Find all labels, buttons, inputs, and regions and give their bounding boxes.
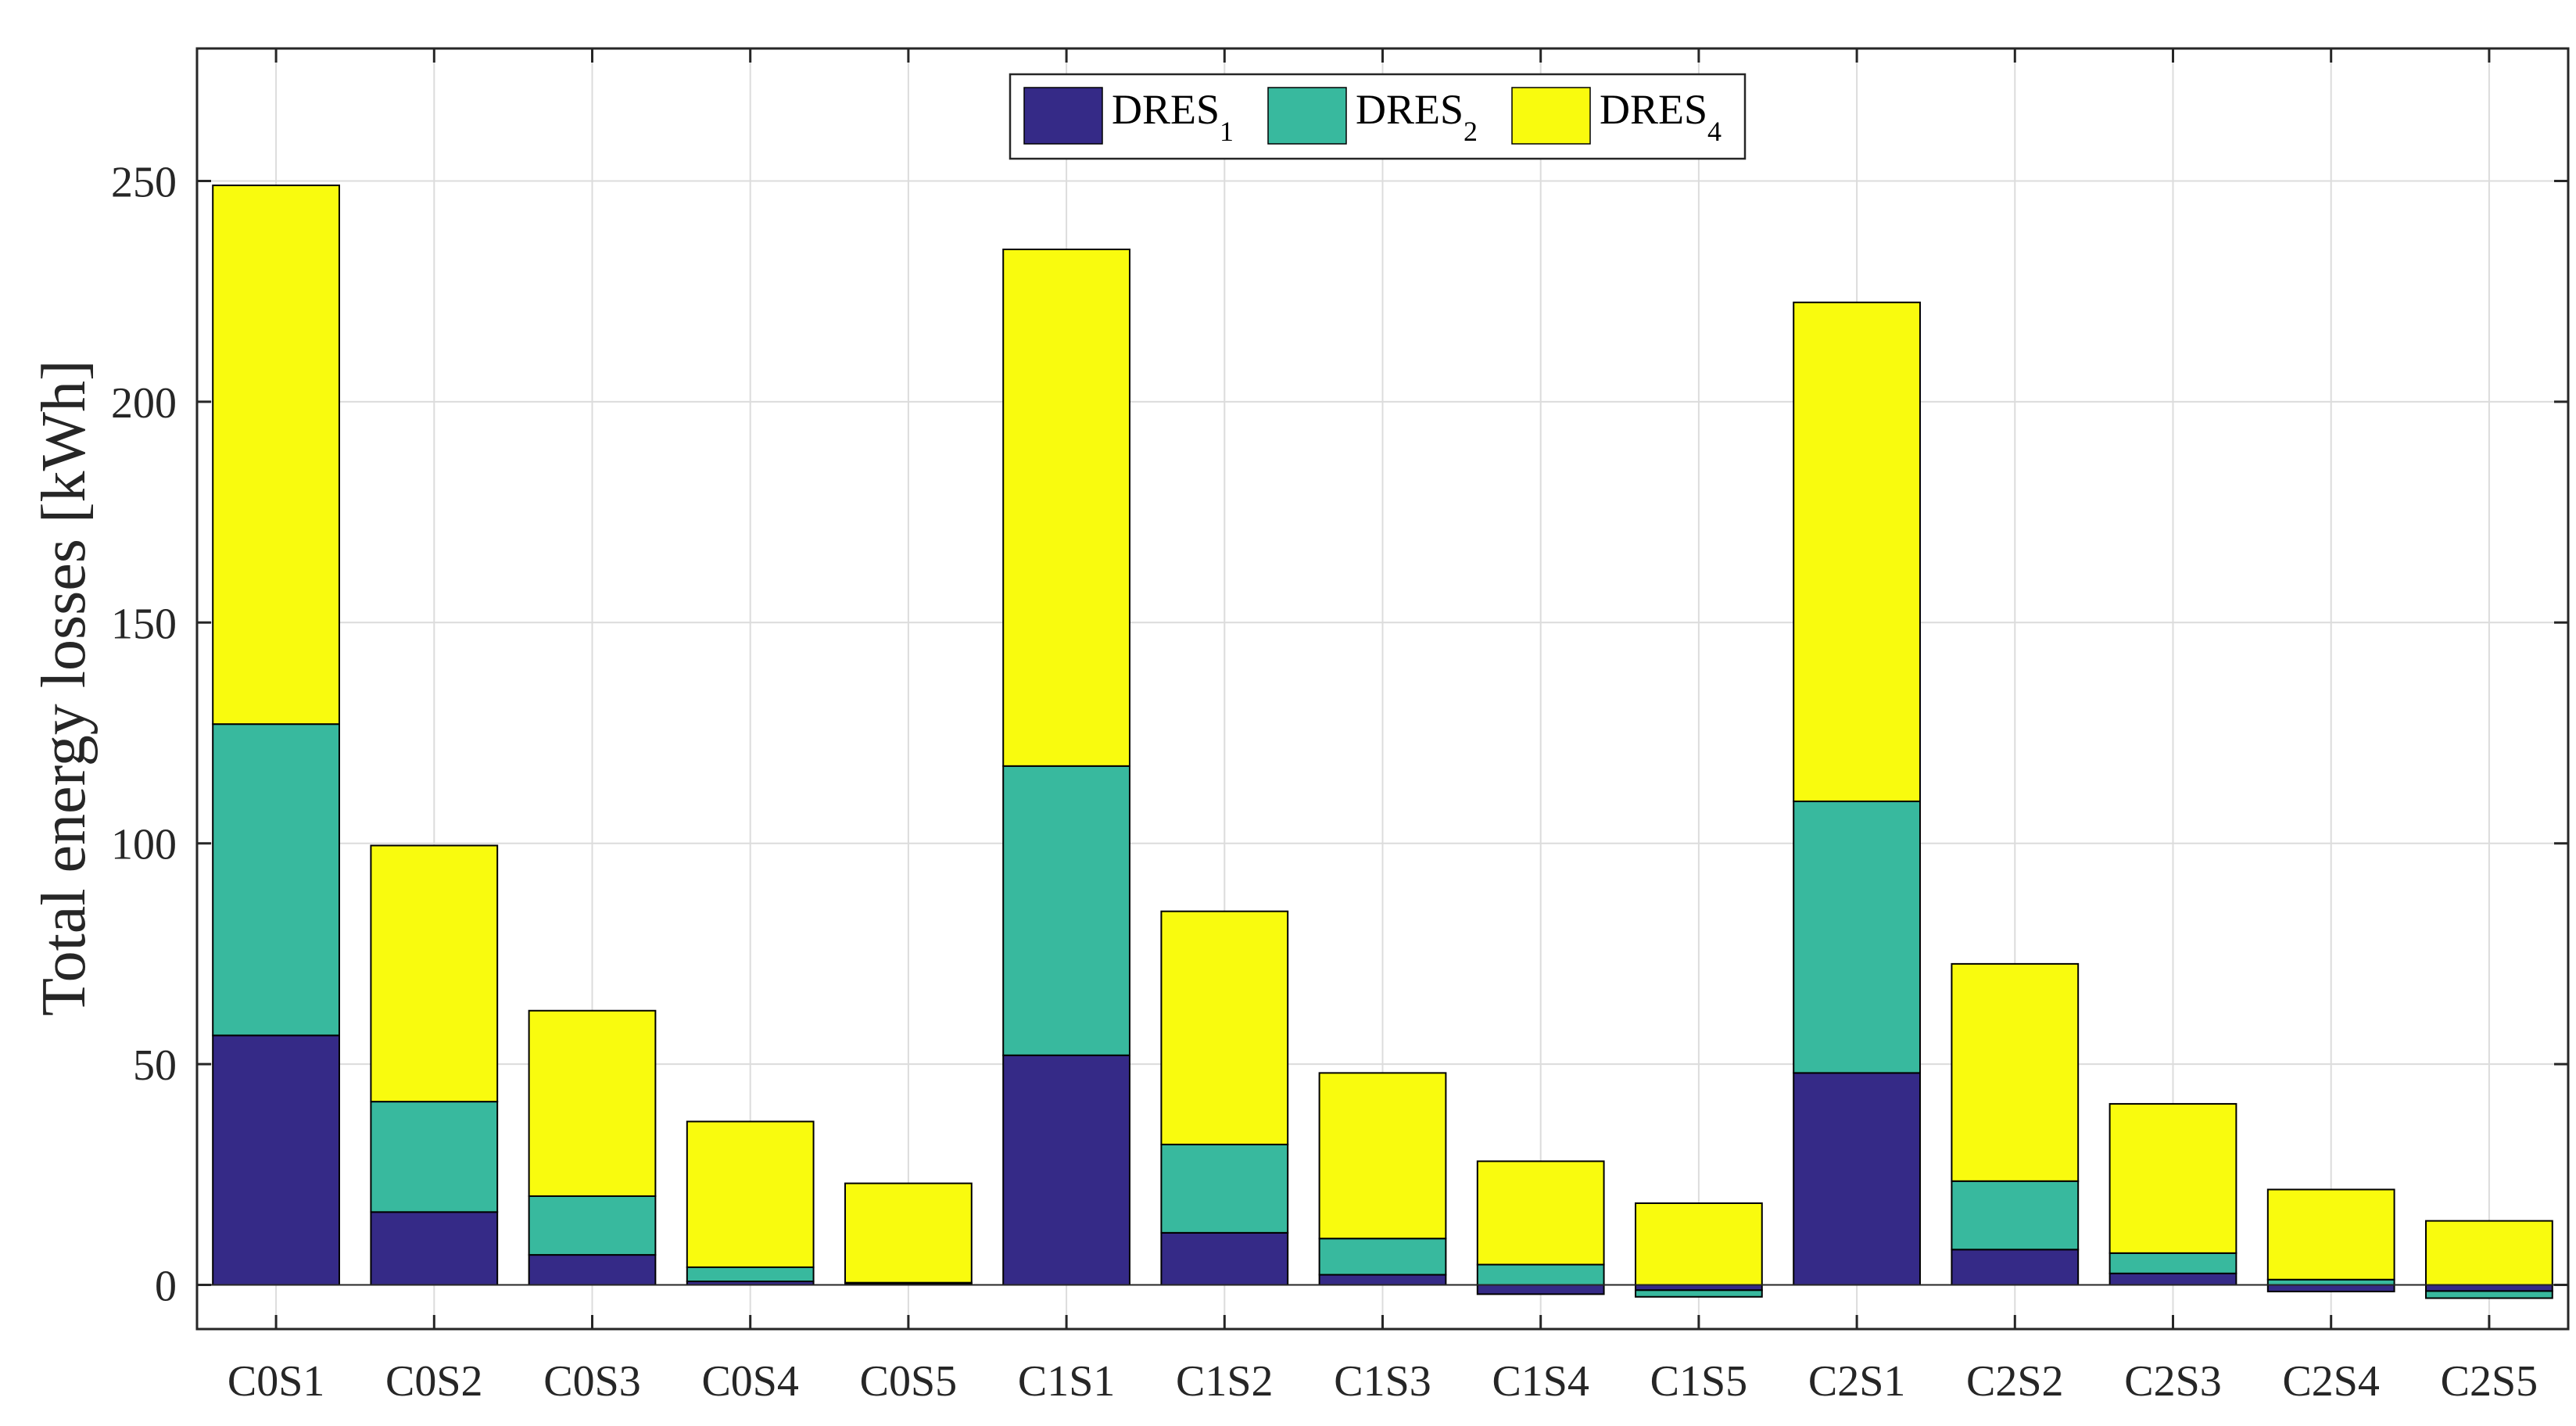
y-tick-label: 0: [155, 1263, 177, 1311]
y-tick-label: 200: [111, 379, 177, 428]
bar-c2s3-series-1: [2108, 1272, 2237, 1286]
bar-c2s1-series-2: [1793, 801, 1921, 1074]
bar-c0s2-series-3: [370, 844, 499, 1103]
y-tick-label: 250: [111, 158, 177, 206]
legend-label-dres4: DRES4: [1600, 86, 1722, 147]
bar-c0s4-series-2: [686, 1266, 815, 1282]
bar-c2s4-series-2: [2266, 1278, 2395, 1286]
legend-box: [1009, 73, 1747, 160]
bar-c2s5-series-1: [2425, 1284, 2553, 1292]
bar-c0s1-series-2: [212, 723, 340, 1037]
legend-swatch-dres4: [1511, 87, 1591, 145]
x-tick-label: C2S5: [2441, 1357, 2538, 1406]
x-tick-label: C0S3: [543, 1357, 641, 1406]
bar-c1s5-series-2: [1635, 1289, 1763, 1298]
bar-c2s3-series-3: [2108, 1102, 2237, 1254]
x-tick-label: C1S3: [1334, 1357, 1431, 1406]
x-tick-label: C1S4: [1492, 1357, 1589, 1406]
bar-c1s2-series-3: [1160, 910, 1289, 1145]
bar-c0s4-series-3: [686, 1120, 815, 1268]
bar-c2s2-series-2: [1951, 1180, 2080, 1251]
bar-c1s5-series-1: [1635, 1284, 1763, 1292]
legend-label-dres2: DRES2: [1356, 86, 1478, 147]
bar-c0s1-series-1: [212, 1034, 340, 1286]
x-tick-label: C1S1: [1018, 1357, 1116, 1406]
bar-c0s3-series-3: [528, 1009, 657, 1197]
bar-c1s3-series-3: [1318, 1072, 1447, 1240]
legend: DRES1 DRES2 DRES4: [1009, 73, 1747, 160]
bar-c2s4-series-3: [2266, 1188, 2395, 1281]
x-tick-label: C0S5: [860, 1357, 958, 1406]
y-tick-label: 150: [111, 600, 177, 648]
y-tick-label: 50: [133, 1041, 177, 1090]
x-tick-label: C2S4: [2282, 1357, 2380, 1406]
y-axis-ticks: 0 50 100 150 200 250: [111, 158, 2568, 1311]
bar-c1s3-series-1: [1318, 1274, 1447, 1286]
bar-c1s4-series-3: [1476, 1160, 1605, 1266]
legend-label-dres1: DRES1: [1112, 86, 1234, 147]
x-tick-label: C2S1: [1808, 1357, 1906, 1406]
bar-c2s5-series-2: [2425, 1290, 2553, 1299]
bar-c2s5-series-3: [2425, 1220, 2553, 1286]
x-tick-label: C2S3: [2124, 1357, 2222, 1406]
x-tick-label: C0S2: [385, 1357, 483, 1406]
bar-c1s4-series-2: [1476, 1263, 1605, 1286]
bar-c1s1-series-3: [1002, 248, 1130, 767]
bar-c2s2-series-3: [1951, 962, 2080, 1182]
bar-c1s1-series-2: [1002, 765, 1130, 1056]
bar-c0s3-series-1: [528, 1254, 657, 1286]
bar-c2s1-series-3: [1793, 301, 1921, 803]
legend-swatch-dres2: [1267, 87, 1347, 145]
y-axis-title: Total energy losses [kWh]: [30, 360, 99, 1016]
bar-c1s2-series-2: [1160, 1143, 1289, 1234]
x-tick-label: C0S1: [228, 1357, 325, 1406]
bar-c1s1-series-1: [1002, 1054, 1130, 1286]
bar-c1s2-series-1: [1160, 1231, 1289, 1286]
x-axis-ticks: C0S1 C0S2 C0S3 C0S4 C0S5 C1S1 C1S2 C1S3 C1S4 C1S5…: [228, 48, 2538, 1406]
bar-c0s1-series-3: [212, 185, 340, 726]
y-tick-label: 100: [111, 821, 177, 869]
bar-c1s3-series-2: [1318, 1238, 1447, 1276]
bar-c1s4-series-1: [1476, 1284, 1605, 1295]
x-tick-label: C0S4: [701, 1357, 799, 1406]
bar-c2s1-series-1: [1793, 1072, 1921, 1286]
bar-c0s5-series-3: [844, 1182, 973, 1284]
bars: [212, 185, 2553, 1299]
legend-swatch-dres1: [1023, 87, 1103, 145]
x-tick-label: C2S2: [1966, 1357, 2064, 1406]
bar-c0s3-series-2: [528, 1195, 657, 1256]
bar-c1s5-series-3: [1635, 1202, 1763, 1286]
bar-c2s4-series-1: [2266, 1284, 2395, 1292]
bar-c2s2-series-1: [1951, 1249, 2080, 1286]
bar-c0s2-series-1: [370, 1211, 499, 1286]
bar-c2s3-series-2: [2108, 1252, 2237, 1274]
bar-c0s2-series-2: [370, 1101, 499, 1213]
x-tick-label: C1S2: [1176, 1357, 1274, 1406]
x-tick-label: C1S5: [1650, 1357, 1748, 1406]
